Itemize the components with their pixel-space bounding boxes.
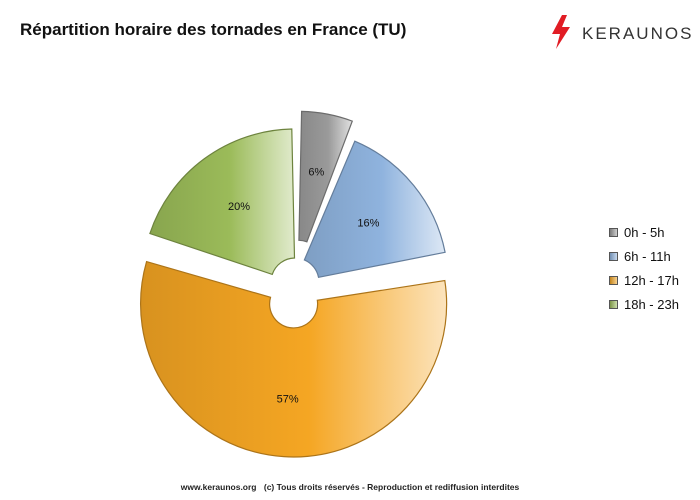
legend-item: 12h - 17h (609, 268, 679, 292)
pie-slice (140, 260, 448, 458)
legend-label: 12h - 17h (624, 272, 679, 288)
data-label: 57% (277, 393, 299, 405)
chart-title: Répartition horaire des tornades en Fran… (20, 20, 407, 39)
chart-legend: 0h - 5h 6h - 11h 12h - 17h 18h - 23h (609, 220, 679, 316)
data-label: 6% (308, 167, 324, 179)
legend-label: 0h - 5h (624, 224, 665, 240)
legend-swatch (609, 299, 618, 309)
footer-notice: (c) Tous droits réservés - Reproduction … (263, 482, 520, 492)
logo-text: KERAUNOS (582, 24, 694, 43)
lightning-bolt-icon (552, 15, 570, 49)
pie-slice (298, 110, 354, 243)
legend-label: 6h - 11h (624, 248, 671, 264)
data-label: 16% (357, 217, 379, 229)
legend-swatch (609, 251, 618, 261)
footer: www.keraunos.org (c) Tous droits réservé… (0, 482, 700, 492)
legend-label: 18h - 23h (624, 296, 679, 312)
data-label: 20% (228, 201, 250, 213)
legend-swatch (609, 275, 618, 285)
footer-site: www.keraunos.org (180, 482, 257, 492)
legend-item: 18h - 23h (609, 292, 679, 316)
legend-swatch (609, 227, 618, 237)
keraunos-logo: KERAUNOS (548, 14, 691, 50)
pie-slice (303, 140, 446, 279)
legend-item: 0h - 5h (609, 220, 679, 244)
pie-slice (149, 128, 296, 276)
legend-item: 6h - 11h (609, 244, 679, 268)
